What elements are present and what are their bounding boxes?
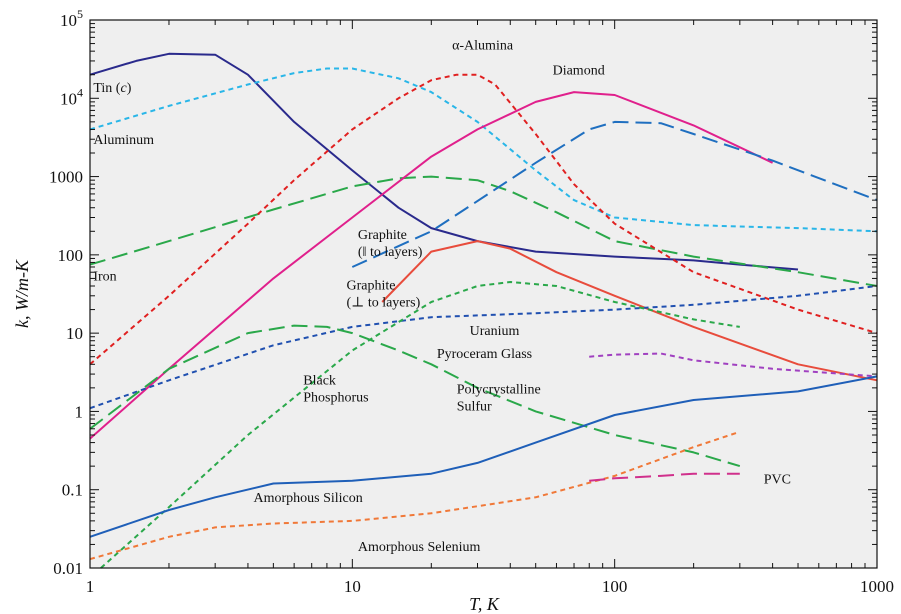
series-label-black-phosphorus: Black — [303, 374, 336, 389]
y-tick-label: 0.1 — [62, 481, 83, 500]
series-line-amorphous-selenium — [89, 430, 741, 561]
series-line-aluminum — [89, 67, 878, 233]
series-label-graphite-to-layers: Graphite — [358, 228, 407, 243]
y-tick-label: 0.01 — [53, 559, 83, 578]
y-tick-label: 1 — [75, 402, 84, 421]
x-tick-label: 1 — [86, 577, 95, 596]
plot-background — [90, 20, 877, 568]
y-axis-label: k, W/m-K — [12, 259, 32, 328]
series-label-amorphous-selenium: Amorphous Selenium — [358, 540, 481, 555]
series-line-polycrystalline-sulfur — [89, 324, 741, 468]
series-line-pyroceram-glass — [589, 352, 878, 378]
series-line-pvc — [589, 472, 740, 482]
series-layer — [89, 52, 878, 569]
series-label-graphite-to-layers: (‖ to layers) — [358, 245, 423, 260]
series-label-polycrystalline-sulfur: Sulfur — [457, 399, 492, 414]
series-label-pyroceram-glass: Pyroceram Glass — [437, 347, 532, 362]
series-line-graphite-to-layers — [351, 120, 878, 268]
x-tick-label: 100 — [602, 577, 628, 596]
series-line-iron — [89, 175, 878, 287]
y-tick-label: 10 — [66, 324, 83, 343]
y-tick-label: 104 — [60, 85, 83, 108]
x-tick-label: 10 — [344, 577, 361, 596]
label-layer: Tin (c) Aluminum Iron α-Alumina Diamond Graph… — [93, 38, 791, 554]
series-line-alumina — [89, 73, 878, 366]
series-label-black-phosphorus: Phosphorus — [303, 391, 368, 406]
x-tick-label: 1000 — [860, 577, 894, 596]
series-label-iron: Iron — [93, 270, 116, 285]
plot-frame — [89, 19, 878, 569]
y-tick-label: 100 — [58, 246, 84, 265]
series-line-diamond — [89, 91, 774, 440]
series-line-tin-c — [89, 52, 799, 271]
series-label-pvc: PVC — [764, 473, 791, 488]
series-label-tin-c: Tin (c) — [93, 81, 131, 96]
series-label-diamond: Diamond — [553, 64, 605, 79]
series-label-graphite-to-layers: (⊥ to layers) — [346, 296, 420, 311]
y-tick-label: 105 — [60, 7, 83, 30]
series-line-graphite-to-layers — [381, 240, 878, 382]
series-line-black-phosphorus — [100, 281, 740, 569]
series-label-aluminum: Aluminum — [93, 133, 154, 148]
tick-layer: 1 10 100 1000 0.01 0.1 1 10 100 1000 104 105 — [49, 7, 894, 596]
series-label-polycrystalline-sulfur: Polycrystalline — [457, 382, 541, 397]
x-axis-label: T, K — [469, 594, 500, 614]
series-label-uranium: Uranium — [470, 324, 520, 339]
series-label-graphite-to-layers: Graphite — [346, 279, 395, 294]
series-label-amorphous-silicon: Amorphous Silicon — [253, 491, 362, 506]
series-label-alumina: α-Alumina — [452, 38, 514, 53]
y-tick-label: 1000 — [49, 168, 83, 187]
series-line-amorphous-silicon — [89, 375, 878, 538]
series-line-uranium — [89, 285, 878, 410]
